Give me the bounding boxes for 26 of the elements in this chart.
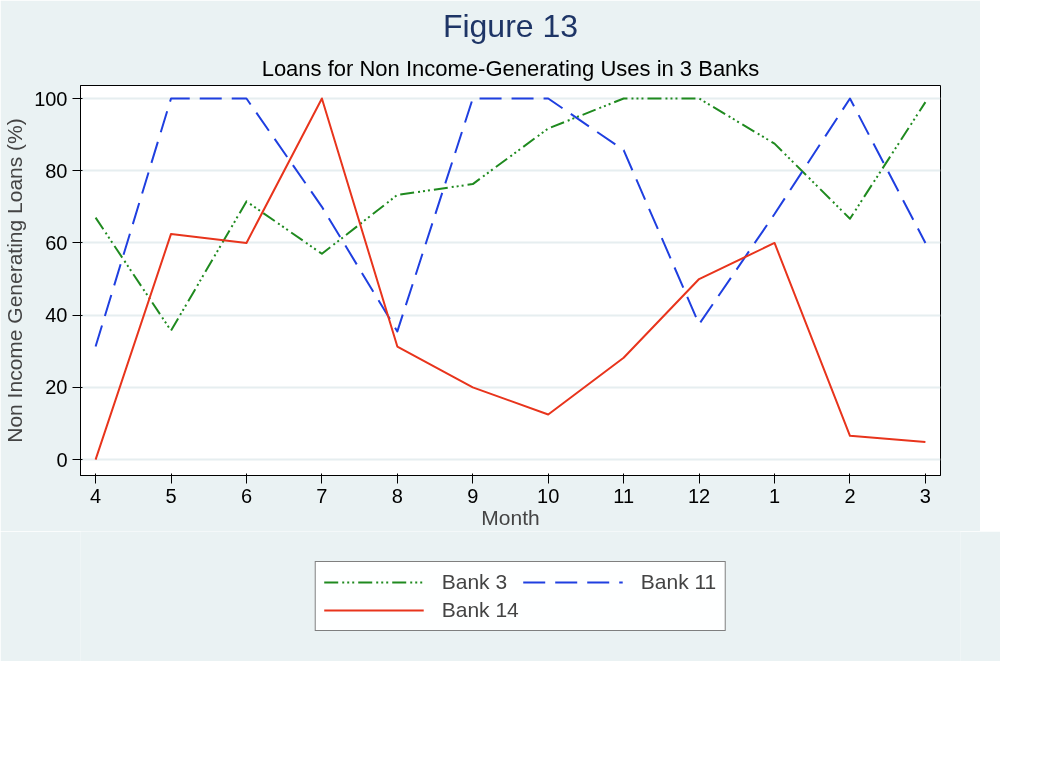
legend-label: Bank 3	[441, 570, 508, 594]
x-axis-title: Month	[481, 505, 540, 529]
legend-label: Bank 11	[640, 570, 717, 594]
line-series	[94, 97, 927, 461]
x-tick-label: 8	[391, 484, 403, 507]
y-tick-label: 20	[45, 376, 68, 399]
x-tick-label: 7	[316, 484, 328, 507]
chart-title: Figure 13	[442, 7, 579, 44]
x-tick-label: 1	[768, 484, 781, 507]
y-tick-label: 80	[45, 159, 68, 182]
legend-label: Bank 14	[441, 598, 519, 622]
x-tick-label: 6	[240, 484, 253, 507]
x-tick-label: 10	[537, 484, 560, 507]
y-axis-title: Non Income Generating Loans (%)	[3, 118, 27, 443]
y-tick-label: 100	[34, 87, 68, 110]
x-tick-label: 11	[613, 484, 635, 507]
chart-subtitle: Loans for Non Income-Generating Uses in 3 Banks	[261, 55, 760, 81]
y-tick-label: 60	[45, 231, 68, 254]
y-tick-label: 40	[45, 304, 68, 327]
x-tick-label: 4	[90, 484, 102, 507]
x-tick-label: 9	[467, 484, 479, 507]
y-tick-label: 0	[56, 448, 68, 471]
x-tick-label: 5	[165, 484, 177, 507]
x-tick-label: 12	[687, 484, 711, 507]
x-tick-label: 3	[919, 484, 931, 507]
x-tick-label: 2	[844, 484, 856, 507]
